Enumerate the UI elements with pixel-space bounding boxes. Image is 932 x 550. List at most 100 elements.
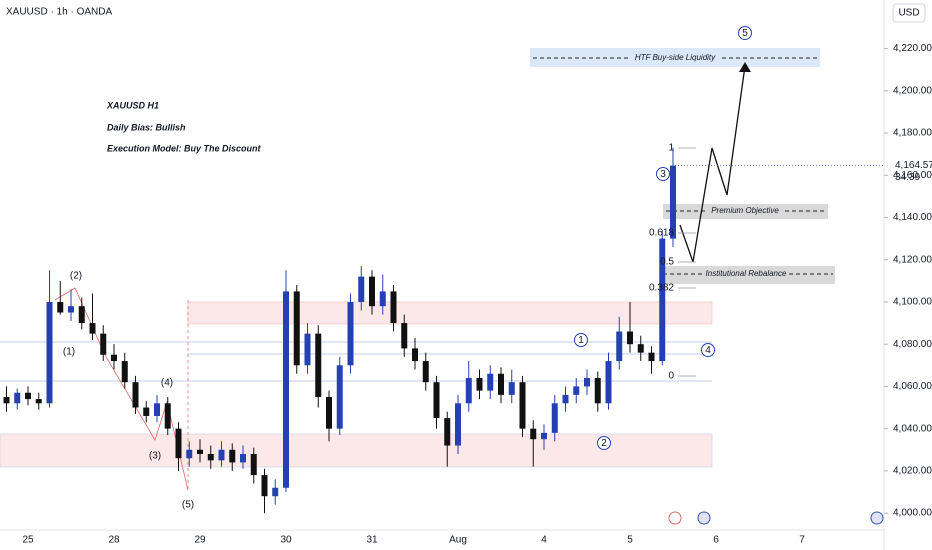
- fib-label: 0.382: [649, 283, 674, 294]
- candle-body: [293, 291, 300, 366]
- candle-body: [551, 403, 558, 433]
- candle-body: [508, 382, 515, 395]
- currency-box: [892, 3, 926, 23]
- corrective-label: (1): [63, 347, 75, 358]
- candle-body: [111, 354, 117, 362]
- candle-body: [68, 306, 74, 313]
- y-tick-label: 4,160.000: [893, 170, 932, 181]
- y-tick-label: 4,220.000: [893, 43, 932, 54]
- candles: [3, 147, 676, 514]
- candle-body: [25, 392, 31, 400]
- candle-body: [78, 306, 85, 324]
- fib-label: 0: [668, 371, 674, 382]
- candle-body: [186, 449, 193, 459]
- y-tick-label: 4,080.000: [893, 339, 932, 350]
- event-icon: [668, 511, 682, 525]
- candle-body: [240, 453, 246, 463]
- candle-body: [605, 361, 612, 404]
- candle-body: [648, 352, 655, 362]
- zone-label: Premium Objective: [711, 206, 779, 215]
- candle-body: [541, 432, 547, 440]
- corrective-label: (5): [182, 500, 194, 511]
- candle-body: [562, 394, 569, 404]
- candle-body: [519, 382, 526, 429]
- candle-body: [616, 331, 623, 362]
- candle-body: [465, 377, 472, 404]
- demand-zone: [0, 433, 713, 468]
- wave-circle: [574, 333, 588, 347]
- wave-label: 4: [705, 345, 711, 356]
- candle-body: [487, 373, 494, 391]
- candle-body: [304, 333, 311, 366]
- y-tick-label: 4,040.000: [893, 423, 932, 434]
- y-tick-label: 4,120.000: [893, 254, 932, 265]
- x-tick-label: 25: [22, 535, 34, 546]
- candle-body: [272, 487, 279, 497]
- zone-label: HTF Buy-side Liquidity: [635, 53, 716, 62]
- candle-body: [175, 428, 182, 459]
- y-tick-label: 4,200.000: [893, 85, 932, 96]
- zone-label-bg: [630, 52, 720, 64]
- candle-body: [412, 348, 418, 362]
- wave-label: 2: [601, 438, 607, 449]
- candle-body: [379, 291, 386, 307]
- candle-body: [57, 301, 64, 313]
- candle-body: [476, 377, 483, 391]
- flag-icon: [870, 511, 884, 525]
- candle-body: [100, 333, 107, 355]
- projection-path: [679, 65, 746, 263]
- supply-zone: [187, 301, 713, 325]
- candle-body: [218, 449, 225, 461]
- note: Execution Model: Buy The Discount: [107, 143, 262, 153]
- wave-circle: [656, 167, 670, 181]
- x-tick-label: 30: [280, 535, 292, 546]
- candle-body: [347, 301, 354, 366]
- candle-body: [143, 407, 150, 416]
- x-tick-label: 4: [541, 535, 547, 546]
- y-tick-label: 4,100.000: [893, 297, 932, 308]
- y-tick-label: 4,180.000: [893, 128, 932, 139]
- candle-body: [433, 382, 440, 419]
- candle-body: [207, 453, 214, 461]
- candle-body: [401, 323, 408, 349]
- y-tick-label: 4,060.000: [893, 381, 932, 392]
- candle-body: [498, 373, 504, 395]
- candle-body: [315, 333, 322, 397]
- x-tick-label: 6: [713, 535, 719, 546]
- chart-title: XAUUSD · 1h · OANDA: [6, 7, 112, 18]
- candle-body: [358, 276, 365, 302]
- note: XAUUSD H1: [106, 100, 159, 110]
- candle-body: [326, 396, 332, 429]
- candle-body: [594, 377, 601, 404]
- corrective-label: (4): [161, 378, 173, 389]
- candle-body: [121, 361, 128, 383]
- x-tick-label: 31: [366, 535, 378, 546]
- currency: USD: [898, 8, 919, 19]
- wave-label: 1: [578, 335, 584, 346]
- candle-body: [89, 323, 96, 334]
- zone-label-bg: [703, 268, 789, 280]
- candle-body: [584, 377, 590, 387]
- corrective-label: (2): [70, 271, 82, 282]
- x-tick-label: Aug: [449, 535, 467, 546]
- x-tick-label: 28: [108, 535, 120, 546]
- wave-label: 3: [660, 169, 666, 180]
- arrow-head: [739, 62, 751, 72]
- candle-body: [35, 399, 42, 404]
- fib-label: 1: [668, 143, 674, 154]
- candle-body: [444, 418, 451, 446]
- wave-label: 5: [742, 28, 748, 39]
- candle-body: [659, 238, 666, 362]
- candle-body: [627, 331, 633, 345]
- fib-label: 0.618: [649, 228, 674, 239]
- candle-body: [250, 453, 257, 476]
- candle-body: [670, 165, 676, 239]
- candle-body: [422, 361, 429, 383]
- candle-body: [164, 403, 171, 429]
- x-tick-label: 5: [627, 535, 633, 546]
- candle-body: [261, 475, 268, 497]
- candle-body: [336, 365, 343, 429]
- y-tick-label: 4,020.000: [893, 466, 932, 477]
- candle-body: [530, 428, 537, 440]
